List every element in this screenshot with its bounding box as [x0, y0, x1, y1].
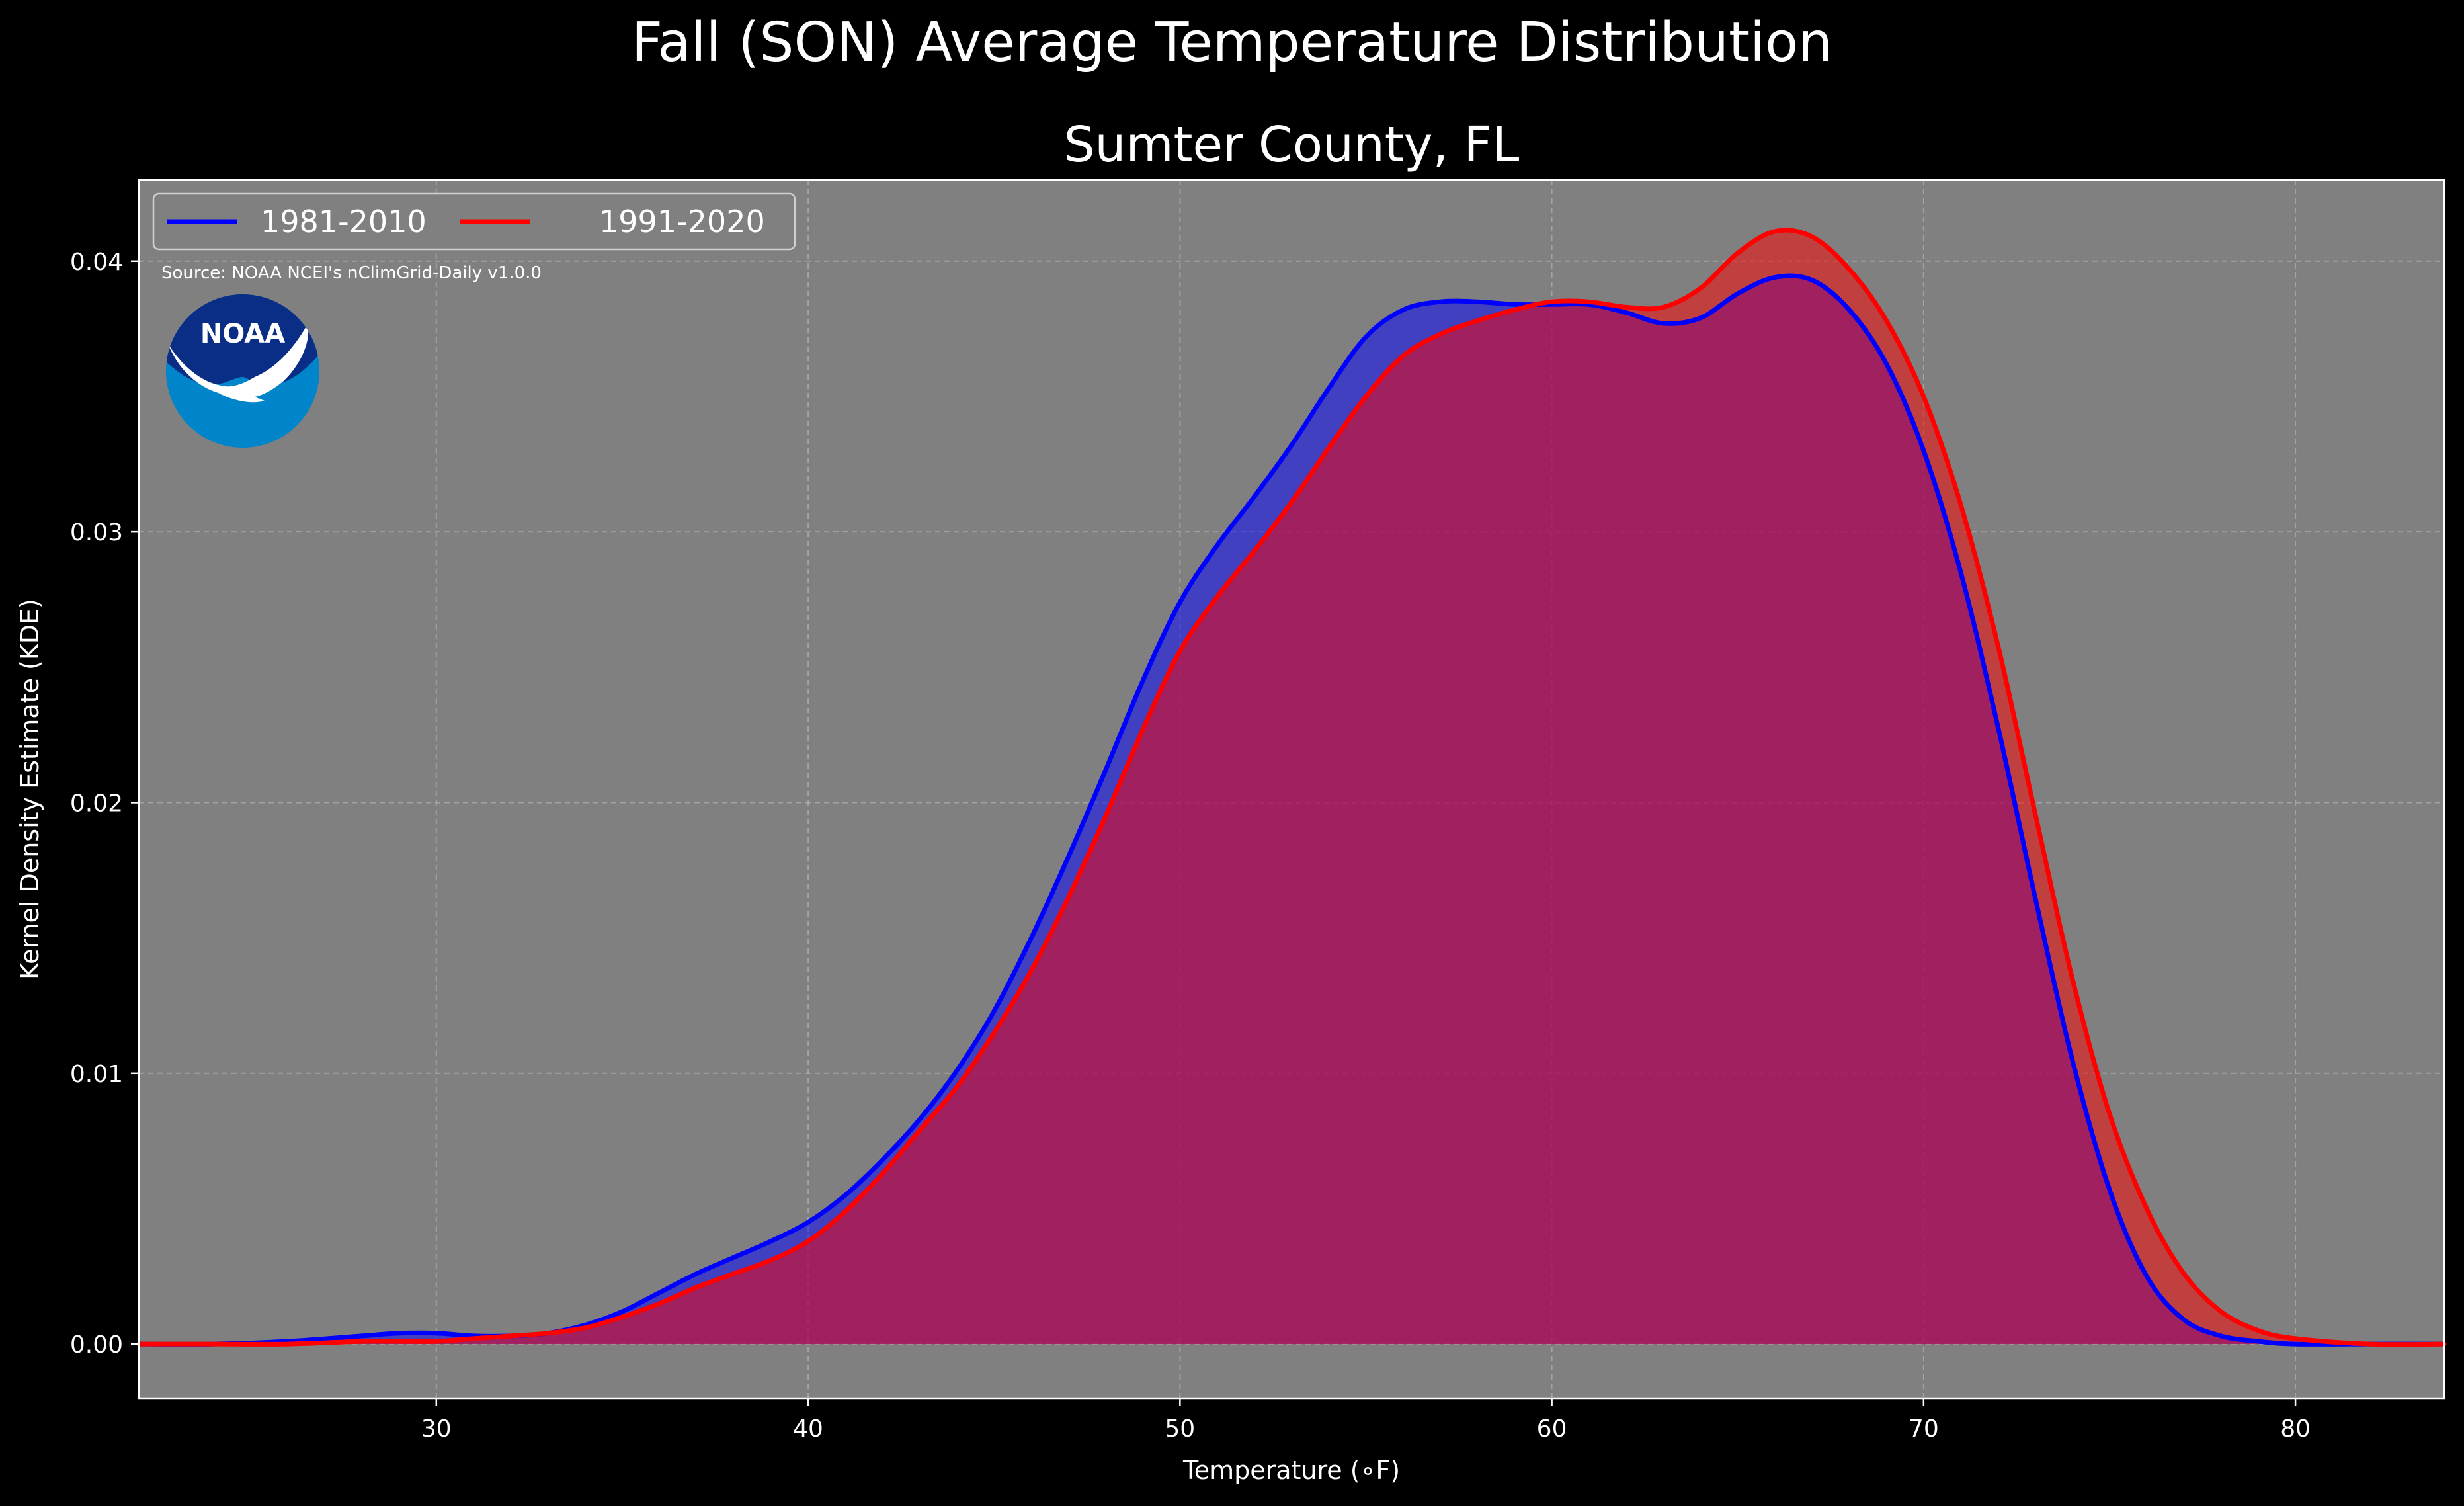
y-axis: 0.00 0.01 0.02 0.03 0.04 [70, 249, 139, 1359]
x-tick-label: 40 [793, 1415, 823, 1443]
x-tick-label: 70 [1909, 1415, 1939, 1443]
y-tick-label: 0.00 [70, 1331, 123, 1359]
source-note: Source: NOAA NCEI's nClimGrid-Daily v1.0… [161, 263, 542, 283]
x-tick-label: 30 [421, 1415, 452, 1443]
y-tick-label: 0.03 [70, 519, 123, 546]
x-axis-label: Temperature (∘F) [1182, 1456, 1400, 1485]
logo-gull-icon [168, 324, 309, 403]
legend-label-1991-2020: 1991-2020 [599, 204, 765, 239]
noaa-logo-icon: NOAA [166, 294, 319, 448]
y-tick-label: 0.02 [70, 790, 123, 817]
x-tick-label: 80 [2280, 1415, 2311, 1443]
y-axis-label: Kernel Density Estimate (KDE) [15, 599, 44, 980]
legend-label-1981-2010: 1981-2010 [261, 204, 427, 239]
x-tick-label: 60 [1537, 1415, 1567, 1443]
plot-frame [138, 179, 2445, 1400]
series-line-1991-2020 [136, 228, 2447, 1347]
legend: 1981-2010 1991-2020 [152, 192, 796, 251]
y-tick-label: 0.04 [70, 249, 123, 276]
series-layer [136, 228, 2447, 1347]
y-tick-label: 0.01 [70, 1061, 123, 1088]
x-tick-label: 50 [1165, 1415, 1195, 1443]
chart-title: Sumter County, FL [1064, 116, 1520, 173]
area-1991-2020 [139, 230, 2444, 1345]
logo-text: NOAA [200, 319, 285, 349]
chart-suptitle: Fall (SON) Average Temperature Distribut… [632, 11, 1832, 74]
x-axis: 30 40 50 60 70 80 [421, 1398, 2311, 1443]
series-line-1981-2010 [136, 273, 2447, 1347]
